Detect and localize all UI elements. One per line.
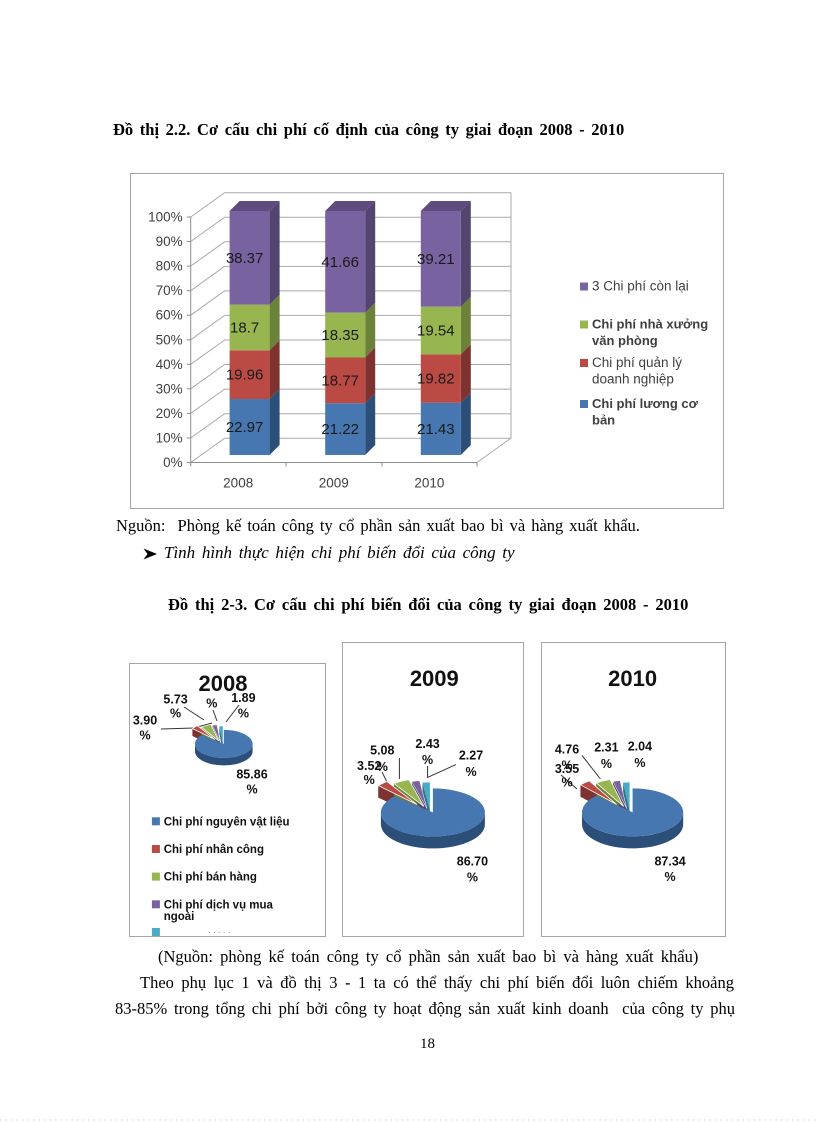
- svg-text:39.21: 39.21: [417, 251, 455, 268]
- svg-text:2.04: 2.04: [628, 739, 652, 753]
- svg-text:%: %: [467, 871, 478, 885]
- svg-text:bản: bản: [592, 413, 615, 428]
- svg-text:%: %: [634, 756, 645, 770]
- svg-text:5.08: 5.08: [370, 743, 394, 757]
- svg-text:Chi phí quản lý: Chi phí quản lý: [592, 355, 682, 370]
- svg-text:18.77: 18.77: [321, 372, 359, 389]
- svg-text:30%: 30%: [156, 381, 183, 396]
- svg-text:%: %: [139, 729, 150, 743]
- svg-text:4.76: 4.76: [555, 743, 579, 757]
- svg-text:0%: 0%: [163, 455, 183, 470]
- svg-text:19.82: 19.82: [417, 371, 455, 388]
- svg-text:%: %: [377, 760, 388, 774]
- svg-text:%: %: [364, 773, 375, 787]
- svg-text:70%: 70%: [156, 283, 183, 298]
- svg-text:%: %: [422, 753, 433, 767]
- svg-text:21.43: 21.43: [417, 421, 455, 438]
- svg-text:22.97: 22.97: [226, 419, 264, 436]
- svg-text:2.43: 2.43: [415, 737, 439, 751]
- svg-text:Chi phí nhân công: Chi phí nhân công: [164, 844, 264, 856]
- svg-text:20%: 20%: [156, 406, 183, 421]
- svg-text:2009: 2009: [319, 476, 349, 491]
- svg-text:18.7: 18.7: [230, 319, 259, 336]
- svg-text:10%: 10%: [156, 430, 183, 445]
- svg-text:90%: 90%: [156, 234, 183, 249]
- svg-text:41.66: 41.66: [321, 254, 359, 271]
- svg-text:86.70: 86.70: [457, 854, 488, 868]
- svg-text:%: %: [561, 758, 572, 772]
- svg-text:19.54: 19.54: [417, 323, 455, 340]
- svg-text:%: %: [561, 776, 572, 790]
- svg-text:2010: 2010: [414, 476, 444, 491]
- svg-text:2.31: 2.31: [594, 741, 618, 755]
- svg-text:Chi phí lương cơ: Chi phí lương cơ: [592, 396, 699, 411]
- svg-text:21.22: 21.22: [321, 421, 359, 438]
- svg-text:50%: 50%: [156, 332, 183, 347]
- svg-text:18.35: 18.35: [321, 327, 359, 344]
- svg-text:2009: 2009: [410, 666, 459, 691]
- svg-text:ngoài: ngoài: [164, 911, 195, 923]
- svg-text:87.34: 87.34: [654, 854, 685, 868]
- svg-text:%: %: [465, 765, 476, 779]
- svg-text:19.96: 19.96: [226, 367, 264, 384]
- svg-text:Chi phí dịch vụ mua: Chi phí dịch vụ mua: [164, 899, 274, 911]
- svg-text:2008: 2008: [223, 476, 253, 491]
- svg-text:Chi phí nguyên vật liệu: Chi phí nguyên vật liệu: [164, 816, 290, 828]
- svg-text:%: %: [246, 783, 257, 797]
- svg-text:Chi phí bán hàng: Chi phí bán hàng: [164, 872, 257, 884]
- svg-text:2.27: 2.27: [459, 749, 483, 763]
- svg-text:85.86: 85.86: [236, 768, 267, 782]
- svg-text:%: %: [665, 870, 676, 884]
- svg-text:38.37: 38.37: [226, 250, 264, 267]
- svg-text:2008: 2008: [199, 671, 248, 696]
- svg-text:100%: 100%: [148, 210, 183, 225]
- svg-text:2010: 2010: [608, 666, 657, 691]
- svg-text:%: %: [601, 757, 612, 771]
- svg-text:văn phòng: văn phòng: [592, 333, 658, 348]
- svg-text:%: %: [238, 706, 249, 720]
- svg-text:%: %: [170, 706, 181, 720]
- svg-text:80%: 80%: [156, 259, 183, 274]
- svg-text:3.90: 3.90: [133, 714, 157, 728]
- svg-text:. . . . .: . . . . .: [208, 925, 231, 935]
- svg-text:60%: 60%: [156, 308, 183, 323]
- svg-text:%: %: [206, 697, 217, 711]
- svg-text:doanh nghiệp: doanh nghiệp: [592, 372, 674, 387]
- svg-text:1.89: 1.89: [231, 691, 255, 705]
- svg-text:3.52: 3.52: [357, 759, 381, 773]
- svg-text:3 Chi phí còn lại: 3 Chi phí còn lại: [592, 279, 689, 294]
- svg-text:40%: 40%: [156, 357, 183, 372]
- svg-text:5.73: 5.73: [163, 692, 187, 706]
- svg-text:3.55: 3.55: [555, 762, 579, 776]
- svg-text:Chi phí nhà xưởng: Chi phí nhà xưởng: [592, 317, 708, 332]
